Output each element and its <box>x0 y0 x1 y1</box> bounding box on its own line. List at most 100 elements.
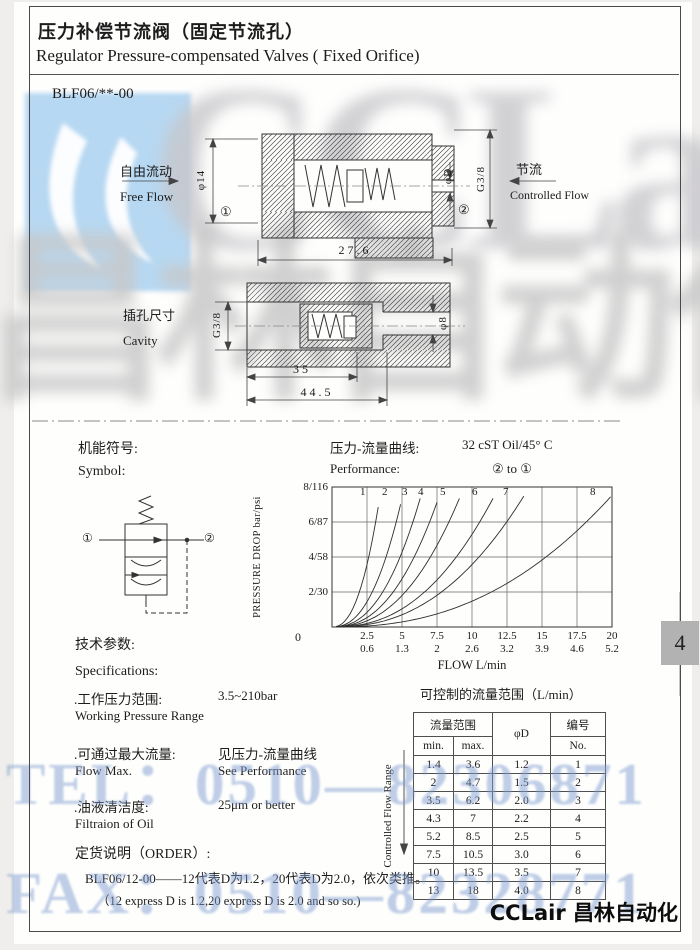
performance-curve-1 <box>336 507 379 627</box>
flow-direction: ② to ① <box>492 461 532 476</box>
performance-curve-5 <box>336 498 460 627</box>
spec-flow-zh: .可通过最大流量: <box>74 747 176 762</box>
table-cell: 6 <box>550 845 606 864</box>
dimension-lines <box>122 128 556 266</box>
x-tick-value: 7.5 <box>430 630 444 642</box>
x-tick-value: 5.2 <box>605 643 619 655</box>
table-cell: 2 <box>413 773 454 792</box>
port-1-marker: ① <box>220 204 232 219</box>
table-cell: 1.5 <box>492 773 551 792</box>
symbol-port-2: ② <box>204 531 215 545</box>
cavity-label-en: Cavity <box>123 333 158 348</box>
symbol-port-1: ① <box>82 531 93 545</box>
model-number: BLF06/**-00 <box>52 86 134 102</box>
performance-curve-4 <box>336 502 438 627</box>
spec-flow-value-en: See Performance <box>218 763 307 778</box>
port-2-marker: ② <box>458 202 470 217</box>
dim-bore-label: φ8 <box>437 316 449 330</box>
curve-number: 7 <box>503 486 509 498</box>
dimension-lines <box>215 295 437 406</box>
controlled-flow-label-zh: 节流 <box>516 162 543 177</box>
dim-orifice-label: φD <box>442 167 454 185</box>
symbol-heading-en: Symbol: <box>78 464 126 479</box>
spring-icon <box>364 167 396 201</box>
x-tick-label: 12.5 3.2 <box>490 630 524 656</box>
col-header-max: max. <box>453 736 493 756</box>
x-axis-label: FLOW L/min <box>437 658 507 672</box>
pilot-line <box>145 540 188 614</box>
table-row: 13 18 4.0 8 <box>413 881 606 900</box>
brand-logo-watermark <box>25 93 191 291</box>
x-tick-value: 5 <box>399 630 405 642</box>
spec-pressure-en: Working Pressure Range <box>75 708 204 723</box>
controlled-flow-arrow <box>508 176 520 186</box>
spec-filtration-en: Filtraion of Oil <box>75 816 154 831</box>
x-tick-value: 3.9 <box>535 643 549 655</box>
x-tick-value: 2.6 <box>465 643 479 655</box>
specs-heading-zh: 技术参数: <box>75 638 135 653</box>
table-cell: 4.7 <box>453 773 493 792</box>
spec-filtration-zh: .油液清洁度: <box>74 800 149 815</box>
spring-icon <box>137 495 155 525</box>
table-cell: 7 <box>550 863 606 882</box>
orifice-icon <box>130 578 162 586</box>
curve-number: 6 <box>472 486 478 498</box>
performance-curve-8 <box>336 496 611 627</box>
performance-chart <box>331 486 613 628</box>
specs-heading-en: Specifications: <box>75 664 159 679</box>
page-number-tab: 4 <box>661 621 699 665</box>
x-tick-value: 10 <box>466 630 478 642</box>
table-row: 1.4 3.6 1.2 1 <box>413 755 606 774</box>
flow-range-table: 流量范围 φD 编号 min. max. No. 1.4 3.6 1.2 1 2 4.7 1… <box>413 712 606 900</box>
table-cell: 2.0 <box>492 791 551 810</box>
table-cell: 8 <box>550 881 606 900</box>
table-cell: 3.6 <box>453 755 493 774</box>
wave-logo-icon <box>49 123 153 271</box>
table-cell: 3 <box>550 791 606 810</box>
curve-number: 2 <box>382 486 388 498</box>
table-row: 4.3 7 2.2 4 <box>413 809 606 828</box>
x-tick-label: 5 1.3 <box>385 630 419 656</box>
table-cell: 4 <box>550 809 606 828</box>
col-header-range: 流量范围 <box>413 712 493 737</box>
table-cell: 6.2 <box>453 791 493 810</box>
flow-table-title: 可控制的流量范围（L/min） <box>420 687 582 702</box>
col-header-d: φD <box>492 712 551 756</box>
table-cell: 5.2 <box>413 827 454 846</box>
x-tick-value: 2.5 <box>360 630 374 642</box>
table-row: 2 4.7 1.5 2 <box>413 773 606 792</box>
x-tick-value: 1.3 <box>395 643 409 655</box>
table-cell: 2 <box>550 773 606 792</box>
spec-pressure-value: 3.5~210bar <box>218 688 278 703</box>
dim-diameter-label: φ14 <box>195 169 207 191</box>
performance-curve-2 <box>336 504 402 627</box>
table-cell: 8.5 <box>453 827 493 846</box>
x-tick-label: 15 3.9 <box>525 630 559 656</box>
cavity-view-outline <box>246 282 451 368</box>
x-tick-label: 10 2.6 <box>455 630 489 656</box>
y-tick-label: 2/30 <box>308 586 328 598</box>
table-cell: 7.5 <box>413 845 454 864</box>
table-cell: 3.5 <box>413 791 454 810</box>
table-cell: 1 <box>550 755 606 774</box>
flow-range-arrow <box>399 750 409 856</box>
x-tick-value: 4.6 <box>570 643 584 655</box>
x-tick-value: 0.6 <box>360 643 374 655</box>
x-tick-value: 20 <box>606 630 618 642</box>
curve-number: 5 <box>440 486 446 498</box>
y-tick-label: 8/116 <box>303 481 328 493</box>
page-title-zh: 压力补偿节流阀（固定节流孔） <box>38 22 304 42</box>
table-row: 10 13.5 3.5 7 <box>413 863 606 882</box>
section-hatching <box>246 282 451 368</box>
spec-pressure-zh: .工作压力范围: <box>74 692 163 707</box>
page-title-en: Regulator Pressure-compensated Valves ( … <box>36 46 420 65</box>
table-cell: 10 <box>413 863 454 882</box>
free-flow-arrow <box>168 176 180 186</box>
order-line-1: BLF06/12-00——12代表D为1.2，20代表D为2.0，依次类推。 <box>85 871 429 886</box>
symbol-heading-zh: 机能符号: <box>78 442 138 457</box>
table-cell: 7 <box>453 809 493 828</box>
table-cell: 3.0 <box>492 845 551 864</box>
performance-curve-3 <box>336 498 421 627</box>
table-cell: 10.5 <box>453 845 493 864</box>
